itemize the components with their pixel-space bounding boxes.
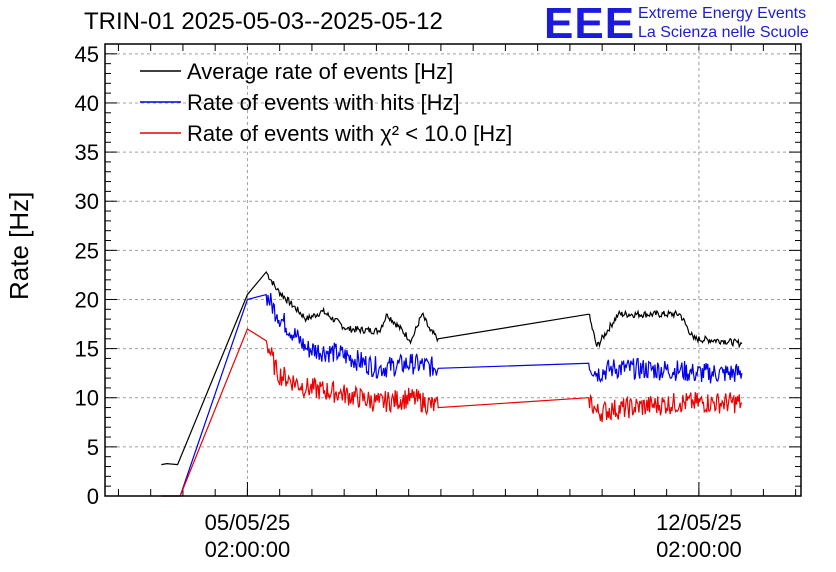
y-tick-label: 0 bbox=[87, 484, 99, 509]
series-line-2 bbox=[161, 293, 743, 497]
x-tick-time-label: 02:00:00 bbox=[656, 537, 742, 562]
plot-frame bbox=[104, 43, 802, 497]
y-tick-label: 40 bbox=[75, 91, 99, 116]
legend-label-2: Rate of events with hits [Hz] bbox=[187, 90, 460, 115]
x-tick-date-label: 12/05/25 bbox=[656, 510, 742, 535]
y-tick-label: 45 bbox=[75, 42, 99, 67]
y-tick-label: 35 bbox=[75, 140, 99, 165]
y-tick-label: 15 bbox=[75, 337, 99, 362]
chart-title: TRIN-01 2025-05-03--2025-05-12 bbox=[84, 8, 443, 35]
y-tick-label: 25 bbox=[75, 238, 99, 263]
series-line-3 bbox=[161, 328, 743, 497]
x-tick-date-label: 05/05/25 bbox=[205, 510, 291, 535]
y-tick-label: 10 bbox=[75, 386, 99, 411]
series-line-1 bbox=[161, 270, 743, 466]
legend-label-1: Average rate of events [Hz] bbox=[187, 59, 453, 84]
logo-caption: Extreme Energy Events La Scienza nelle S… bbox=[638, 4, 809, 42]
legend-label-3: Rate of events with χ² < 10.0 [Hz] bbox=[187, 121, 512, 146]
eee-logo: EEE bbox=[544, 0, 636, 48]
y-tick-label: 20 bbox=[75, 287, 99, 312]
logo-line-2: La Scienza nelle Scuole bbox=[638, 24, 809, 41]
y-tick-label: 5 bbox=[87, 435, 99, 460]
x-tick-time-label: 02:00:00 bbox=[205, 537, 291, 562]
y-tick-label: 30 bbox=[75, 189, 99, 214]
logo-line-1: Extreme Energy Events bbox=[638, 5, 807, 22]
